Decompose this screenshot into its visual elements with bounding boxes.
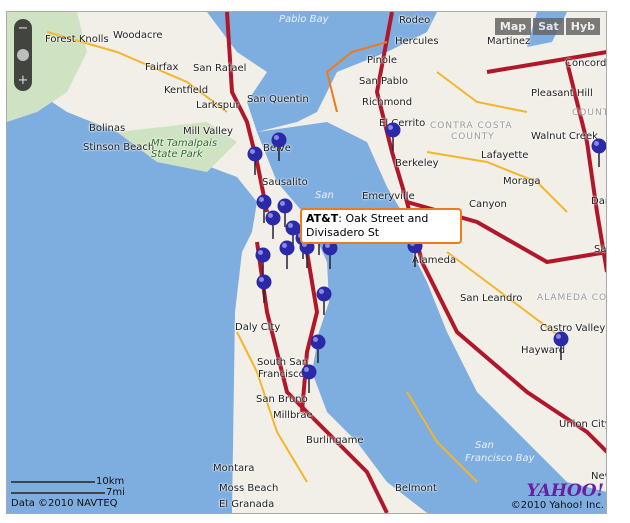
place-label: Martinez xyxy=(487,36,531,47)
map-type-selector: Map Sat Hyb xyxy=(494,18,600,35)
map-marker-icon[interactable] xyxy=(279,240,295,270)
place-label: San Rafael xyxy=(193,63,247,74)
place-label: San Pablo xyxy=(359,76,408,87)
place-label: Larkspur xyxy=(196,100,240,111)
copyright: ©2010 Yahoo! Inc. xyxy=(510,500,604,511)
place-label: Mill Valley xyxy=(183,126,233,137)
place-label: Union City xyxy=(559,419,607,430)
data-credit: Data ©2010 NAVTEQ xyxy=(11,498,118,509)
map-type-map-button[interactable]: Map xyxy=(494,18,532,35)
map-type-hyb-button[interactable]: Hyb xyxy=(565,18,600,35)
place-label: Alameda xyxy=(412,255,457,266)
map-marker-icon[interactable] xyxy=(247,146,263,176)
place-label: South San xyxy=(257,357,309,368)
map-marker-icon[interactable] xyxy=(385,122,401,152)
place-label: Concord xyxy=(565,58,607,69)
scale-bar: 10km 7mi Data ©2010 NAVTEQ xyxy=(11,476,125,509)
map-marker-icon[interactable] xyxy=(277,198,293,228)
map-marker-icon[interactable] xyxy=(285,220,301,250)
location-popup: AT&T: Oak Street and Divisadero St xyxy=(300,208,462,244)
place-label: Rodeo xyxy=(399,15,431,26)
place-label: Hayward xyxy=(521,345,566,356)
place-label: Castro Valley xyxy=(540,323,606,334)
place-label: Stinson Beach xyxy=(83,142,155,153)
map-marker-icon[interactable] xyxy=(265,210,281,240)
place-label: Pablo Bay xyxy=(279,14,329,25)
place-label: Belve xyxy=(263,143,291,154)
place-label: Woodacre xyxy=(113,30,163,41)
place-label: El Granada xyxy=(219,499,275,510)
map-marker-icon[interactable] xyxy=(591,138,607,168)
place-label: Moraga xyxy=(503,176,541,187)
map-marker-icon[interactable] xyxy=(322,240,338,270)
map-marker-icon[interactable] xyxy=(255,247,271,277)
place-label: New xyxy=(591,471,606,482)
place-label: Canyon xyxy=(469,199,507,210)
place-label: CONTRA COSTA xyxy=(430,121,513,131)
place-label: Emeryville xyxy=(362,191,415,202)
map-marker-icon[interactable] xyxy=(271,132,287,162)
place-label: San Leandro xyxy=(460,293,523,304)
place-label: Francisco xyxy=(258,369,305,380)
place-label: Moss Beach xyxy=(219,483,279,494)
place-label: Sa xyxy=(594,244,607,255)
place-label: Walnut Creek xyxy=(531,131,598,142)
place-label: Burlingame xyxy=(306,435,364,446)
place-label: Mt Tamalpais xyxy=(151,138,218,149)
map-canvas[interactable]: Forest Knolls Woodacre Fairfax San Rafael Ke… xyxy=(6,11,607,514)
place-label: San Quentin xyxy=(247,94,309,105)
place-label: Montara xyxy=(213,463,255,474)
place-label: San xyxy=(315,190,334,201)
place-label: Richmond xyxy=(362,97,413,108)
place-label: Kentfield xyxy=(164,85,209,96)
popup-title: AT&T xyxy=(306,212,339,225)
place-label: Francisco Bay xyxy=(465,453,535,464)
place-label: Pinole xyxy=(367,55,397,66)
place-label: Millbrae xyxy=(273,410,313,421)
scale-km: 10km xyxy=(96,476,125,487)
place-label: Danv xyxy=(591,196,606,207)
place-label: Bolinas xyxy=(89,123,126,134)
place-label: Belmont xyxy=(395,483,437,494)
place-label: COUNTY xyxy=(572,108,606,118)
place-label: Sausalito xyxy=(262,177,308,188)
place-label: Hercules xyxy=(395,36,439,47)
place-label: Fairfax xyxy=(145,62,179,73)
yahoo-logo[interactable]: YAHOO! ©2010 Yahoo! Inc. xyxy=(511,482,604,511)
place-label: San Bruno xyxy=(256,394,308,405)
zoom-in-button[interactable]: + xyxy=(17,73,29,88)
place-label: San xyxy=(475,440,494,451)
map-marker-icon[interactable] xyxy=(316,286,332,316)
map-marker-icon[interactable] xyxy=(256,274,272,304)
yahoo-logo-text: YAHOO! xyxy=(526,481,604,501)
place-label: State Park xyxy=(151,149,203,160)
zoom-out-button[interactable]: − xyxy=(17,21,29,36)
map-marker-icon[interactable] xyxy=(301,364,317,394)
place-label: Pleasant Hill xyxy=(531,88,593,99)
place-label: Berkeley xyxy=(395,158,439,169)
map-marker-icon[interactable] xyxy=(256,194,272,224)
map-marker-icon[interactable] xyxy=(310,334,326,364)
place-label: COUNTY xyxy=(451,132,495,142)
map-marker-icon[interactable] xyxy=(553,331,569,361)
map-type-sat-button[interactable]: Sat xyxy=(533,18,564,35)
place-label: Forest Knolls xyxy=(45,34,109,45)
scale-mi: 7mi xyxy=(106,487,125,498)
place-label: Daly City xyxy=(235,322,281,333)
place-label: ALAMEDA COUNTY xyxy=(537,293,607,303)
place-label: El Cerrito xyxy=(379,118,426,129)
zoom-slider[interactable]: − + xyxy=(14,19,32,91)
zoom-slider-handle[interactable] xyxy=(17,49,29,61)
popup-text: : Oak Street and Divisadero St xyxy=(306,212,429,239)
place-label: Lafayette xyxy=(481,150,529,161)
